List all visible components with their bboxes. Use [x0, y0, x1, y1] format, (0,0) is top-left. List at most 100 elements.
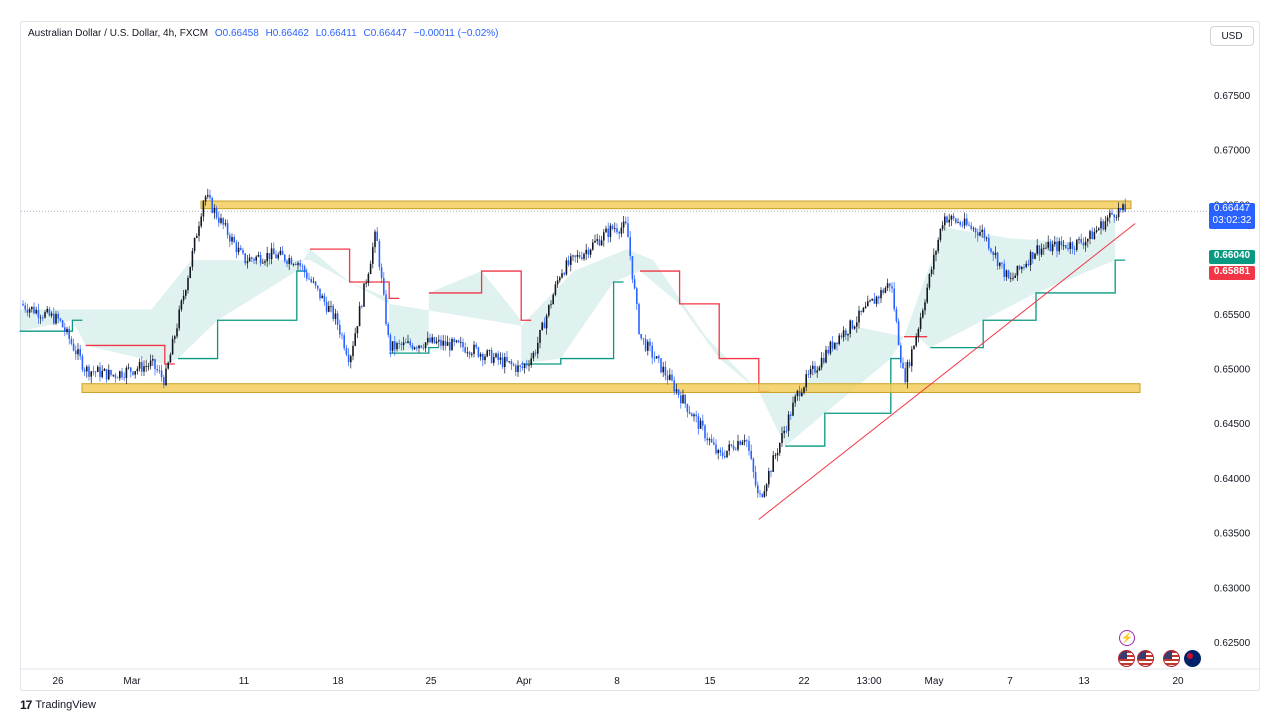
us-flag-icon[interactable] [1137, 650, 1154, 667]
candle-body [262, 262, 264, 264]
candle-body [411, 345, 414, 350]
brand-name: TradingView [35, 699, 96, 711]
y-tick-label: 0.64000 [1214, 474, 1251, 485]
candle-body [510, 361, 513, 365]
candle-body [715, 444, 717, 454]
candle-body [233, 237, 235, 243]
candle-body [328, 306, 330, 312]
candle-body [970, 225, 972, 229]
candle-body [530, 358, 532, 366]
candle-body [812, 365, 814, 369]
candle-body [550, 304, 552, 306]
legend-high: H0.66462 [265, 28, 309, 39]
candle-body [831, 341, 834, 349]
candle-body [1005, 270, 1008, 277]
candle-body [398, 343, 400, 344]
us-flag-icon[interactable] [1118, 650, 1135, 667]
candle-body [372, 247, 374, 264]
candle-body [145, 366, 147, 367]
x-tick-label: 13:00 [856, 676, 881, 687]
candle-body [343, 335, 345, 349]
candle-body [61, 320, 64, 328]
candle-body [735, 449, 737, 451]
candle-body [361, 306, 363, 307]
candle-body [809, 368, 812, 375]
candle-body [44, 312, 46, 318]
candle-body [365, 283, 367, 284]
candle-body [779, 442, 781, 453]
candle-body [757, 485, 759, 494]
candle-body [222, 218, 224, 225]
candle-body [948, 219, 950, 223]
candle-body [154, 359, 156, 370]
candle-body [935, 251, 937, 255]
x-tick-label: 8 [614, 676, 620, 687]
candle-body [1109, 212, 1111, 218]
candle-body [574, 255, 576, 257]
candle-body [930, 269, 933, 275]
candle-body [919, 317, 922, 329]
candle-body [732, 445, 735, 450]
candle-body [209, 195, 211, 198]
candle-body [827, 349, 829, 354]
candle-body [143, 366, 145, 372]
candle-body [673, 380, 675, 392]
y-tick-label: 0.62500 [1214, 638, 1251, 649]
ascending-trendline [758, 223, 1136, 520]
candle-body [642, 338, 645, 340]
candle-body [627, 223, 629, 238]
candle-body [1102, 221, 1104, 230]
candle-body [255, 256, 257, 261]
candle-body [334, 313, 337, 319]
candle-body [941, 225, 944, 229]
candle-body [352, 345, 354, 357]
candle-body [519, 365, 521, 367]
candle-body [867, 301, 869, 307]
candle-body [211, 197, 213, 213]
candle-body [317, 285, 319, 289]
candle-body [475, 344, 477, 348]
candle-body [1071, 242, 1074, 249]
candle-body [1095, 230, 1098, 232]
us-flag-icon[interactable] [1163, 650, 1180, 667]
candle-body [108, 369, 110, 380]
candle-body [273, 248, 275, 255]
supertrend-down-segment [85, 344, 175, 365]
candle-body [220, 218, 222, 223]
candle-body [367, 273, 370, 284]
y-tick-label: 0.63000 [1214, 583, 1251, 594]
candle-body [834, 342, 836, 349]
candle-body [772, 455, 774, 472]
candle-body [893, 288, 895, 310]
candle-body [572, 255, 574, 257]
candle-body [875, 296, 878, 304]
candle-body [182, 295, 185, 301]
candle-body [1098, 228, 1100, 231]
candle-body [977, 232, 979, 236]
candle-body [807, 374, 810, 376]
candle-body [961, 224, 964, 226]
candle-body [792, 402, 794, 416]
candle-body [845, 330, 847, 336]
currency-button[interactable]: USD [1210, 26, 1254, 46]
candle-body [880, 290, 882, 299]
candle-body [570, 256, 572, 265]
candle-body [189, 266, 191, 278]
tradingview-footer[interactable]: 17 TradingView [20, 698, 96, 712]
au-flag-icon[interactable] [1184, 650, 1201, 667]
candle-body [963, 218, 966, 226]
candle-body [517, 365, 519, 372]
candle-body [1080, 238, 1082, 243]
candle-body [125, 367, 128, 379]
candle-body [891, 286, 893, 289]
candle-body [636, 288, 638, 305]
candle-body [695, 414, 697, 417]
candle-body [675, 389, 678, 392]
trend-cloud [19, 216, 1116, 447]
candle-body [306, 272, 308, 279]
candle-body [864, 306, 867, 309]
candle-body [369, 263, 372, 274]
lightning-icon[interactable]: ⚡ [1119, 630, 1135, 646]
candle-body [521, 366, 524, 368]
